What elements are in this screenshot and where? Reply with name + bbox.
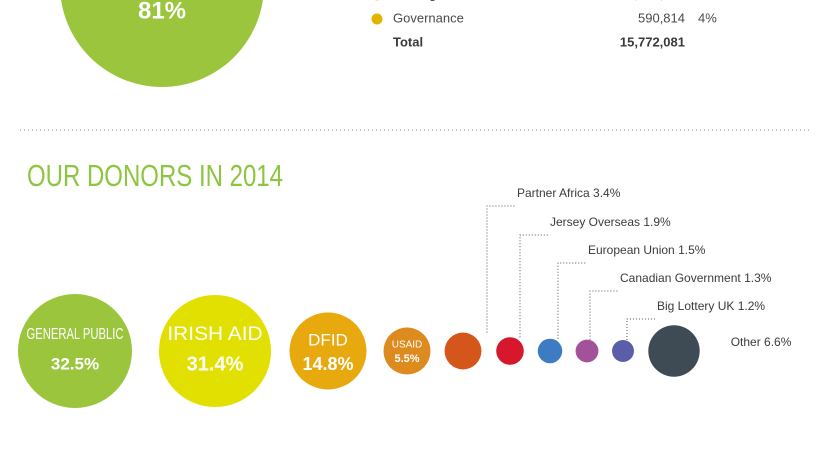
big-value: 81% — [138, 0, 186, 24]
row-label: Raising funds — [393, 0, 472, 1]
bubbles: GENERAL PUBLIC 32.5% IRISH AID 31.4% DFID 14.… — [17, 186, 792, 409]
row-percent: 4% — [698, 10, 717, 25]
bubble — [158, 294, 272, 408]
bubble — [537, 338, 563, 364]
row-amount: 2,532,500 — [627, 0, 685, 1]
total-label: Total — [393, 34, 423, 49]
bubble — [17, 293, 133, 409]
donor-name: Canadian Government — [620, 271, 741, 285]
bubble-label: GENERAL PUBLIC — [27, 326, 124, 343]
leader-line — [557, 262, 586, 339]
bubble-label: DFID — [308, 330, 348, 349]
donor-value: 1.2% — [738, 299, 766, 313]
donor-name: Big Lottery UK — [657, 299, 734, 313]
bubble-value: 32.5% — [51, 354, 99, 373]
bubble — [612, 340, 634, 362]
expense-table: Raising funds 2,532,500 16% Governance 590,8… — [371, 0, 724, 25]
bubble — [496, 337, 524, 365]
donor-label: Other 6.6% — [731, 335, 792, 349]
leader-line — [486, 205, 515, 333]
row-dot — [374, 0, 380, 1]
bubble — [383, 327, 431, 375]
row-label: Governance — [393, 10, 464, 25]
donor-name: European Union — [588, 243, 675, 257]
donor-name: Partner Africa — [517, 186, 590, 200]
donor-name: Jersey Overseas — [550, 215, 640, 229]
row-percent: 16% — [698, 0, 724, 1]
bubble — [289, 312, 367, 390]
chart-title: OUR DONORS IN 2014 — [27, 158, 283, 193]
donor-value: 1.9% — [643, 215, 671, 229]
row-dot — [371, 13, 383, 25]
leader-line — [589, 290, 618, 340]
donor-label: Canadian Government 1.3% — [620, 271, 772, 285]
donor-value: 3.4% — [593, 186, 621, 200]
donor-label: Partner Africa 3.4% — [517, 186, 621, 200]
bubble-label: IRISH AID — [167, 324, 262, 345]
donor-value: 1.5% — [678, 243, 706, 257]
bubble-value: 14.8% — [302, 354, 353, 374]
total-amount: 15,772,081 — [620, 34, 685, 49]
donor-value: 1.3% — [744, 271, 772, 285]
donor-name: Other — [731, 335, 761, 349]
bubble — [575, 339, 599, 363]
donor-value: 6.6% — [764, 335, 792, 349]
bubble — [648, 325, 700, 377]
bubble-label: USAID — [392, 340, 423, 351]
donor-label: Big Lottery UK 1.2% — [657, 299, 765, 313]
bubble-value: 5.5% — [394, 353, 419, 365]
big-circle — [61, 0, 263, 87]
donor-label: Jersey Overseas 1.9% — [550, 215, 671, 229]
bubble-value: 31.4% — [187, 353, 244, 375]
leader-line — [519, 234, 548, 338]
bubble — [444, 332, 482, 370]
row-amount: 590,814 — [638, 10, 685, 25]
leader-line — [626, 318, 655, 341]
donor-label: European Union 1.5% — [588, 243, 706, 257]
